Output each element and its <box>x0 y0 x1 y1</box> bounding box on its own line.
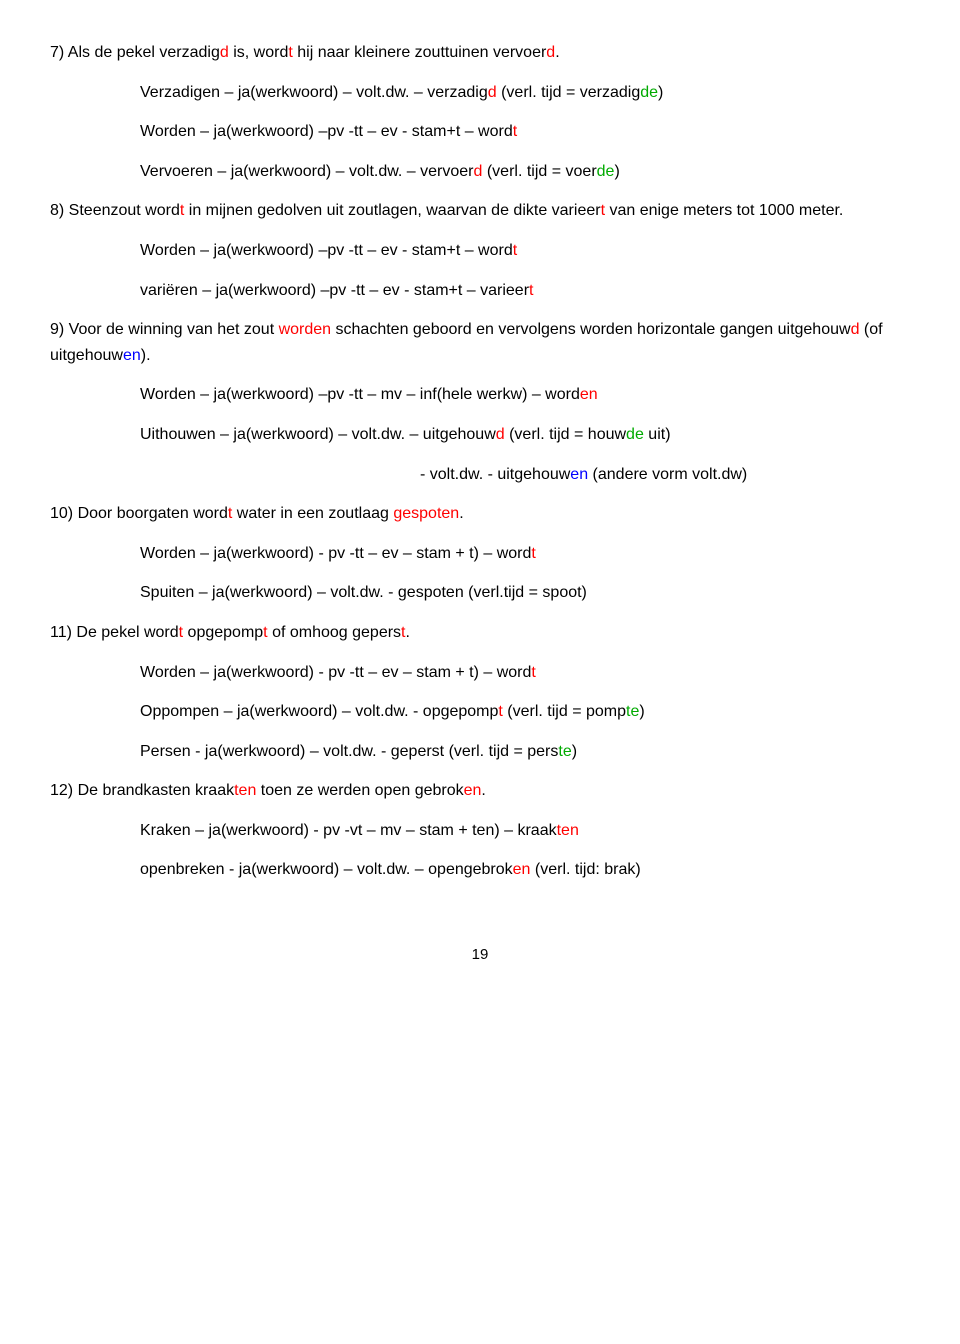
q8-sentence: 8) Steenzout wordt in mijnen gedolven ui… <box>50 198 910 224</box>
text-segment: (verl. tijd = houw <box>505 426 626 443</box>
text-segment: d <box>488 84 497 101</box>
text-segment: ). <box>141 347 151 364</box>
text-segment: 8) Steenzout word <box>50 202 180 219</box>
text-segment: t <box>513 242 517 259</box>
text-segment: d <box>496 426 505 443</box>
page-number: 19 <box>50 943 910 967</box>
text-segment: Oppompen – ja(werkwoord) – volt.dw. - op… <box>140 703 498 720</box>
text-segment: opgepomp <box>183 624 263 641</box>
text-segment: ) <box>639 703 644 720</box>
text-segment: en <box>570 466 588 483</box>
text-segment: ) <box>572 743 577 760</box>
text-segment: . <box>555 44 559 61</box>
text-segment: Vervoeren – ja(werkwoord) – volt.dw. – v… <box>140 163 473 180</box>
q10-sentence: 10) Door boorgaten wordt water in een zo… <box>50 501 910 527</box>
text-segment: 12) De brandkasten kraak <box>50 782 234 799</box>
text-segment: (verl. tijd: brak) <box>530 861 640 878</box>
text-segment: . <box>459 505 463 522</box>
text-segment: en <box>464 782 482 799</box>
text-segment: in mijnen gedolven uit zoutlagen, waarva… <box>184 202 600 219</box>
q7-rule-3: Vervoeren – ja(werkwoord) – volt.dw. – v… <box>50 159 910 185</box>
q7-rule-2: Worden – ja(werkwoord) –pv -tt – ev - st… <box>50 119 910 145</box>
text-segment: ten <box>557 822 579 839</box>
text-segment: de <box>640 84 658 101</box>
text-segment: schachten geboord en vervolgens worden h… <box>331 321 850 338</box>
text-segment: 9) Voor de winning van het zout <box>50 321 279 338</box>
q7-rule-1: Verzadigen – ja(werkwoord) – volt.dw. – … <box>50 80 910 106</box>
text-segment: ) <box>658 84 663 101</box>
text-segment: ) <box>614 163 619 180</box>
text-segment: de <box>626 426 644 443</box>
q11-rule-1: Worden – ja(werkwoord) - pv -tt – ev – s… <box>50 660 910 686</box>
text-segment: . <box>406 624 410 641</box>
text-segment: Spuiten – ja(werkwoord) – volt.dw. - ges… <box>140 584 587 601</box>
q9-sentence: 9) Voor de winning van het zout worden s… <box>50 317 910 368</box>
text-segment: ten <box>234 782 256 799</box>
text-segment: (verl. tijd = verzadig <box>497 84 641 101</box>
q8-rule-1: Worden – ja(werkwoord) –pv -tt – ev - st… <box>50 238 910 264</box>
text-segment: toen ze werden open gebrok <box>256 782 463 799</box>
q7-sentence: 7) Als de pekel verzadigd is, wordt hij … <box>50 40 910 66</box>
text-segment: 11) De pekel word <box>50 624 179 641</box>
text-segment: Uithouwen – ja(werkwoord) – volt.dw. – u… <box>140 426 496 443</box>
text-segment: water in een zoutlaag <box>232 505 393 522</box>
text-segment: de <box>597 163 615 180</box>
q12-rule-2: openbreken - ja(werkwoord) – volt.dw. – … <box>50 857 910 883</box>
q12-sentence: 12) De brandkasten kraakten toen ze werd… <box>50 778 910 804</box>
text-segment: hij naar kleinere zouttuinen vervoer <box>293 44 546 61</box>
text-segment: Kraken – ja(werkwoord) - pv -vt – mv – s… <box>140 822 557 839</box>
text-segment: worden <box>279 321 331 338</box>
text-segment: te <box>558 743 571 760</box>
text-segment: uit) <box>644 426 671 443</box>
text-segment: t <box>531 664 535 681</box>
text-segment: en <box>123 347 141 364</box>
q9-rule-2: Uithouwen – ja(werkwoord) – volt.dw. – u… <box>50 422 910 448</box>
document-body: 7) Als de pekel verzadigd is, wordt hij … <box>50 40 910 967</box>
text-segment: gespoten <box>393 505 459 522</box>
text-segment: (verl. tijd = pomp <box>503 703 626 720</box>
text-segment: t <box>531 545 535 562</box>
q11-sentence: 11) De pekel wordt opgepompt of omhoog g… <box>50 620 910 646</box>
text-segment: Worden – ja(werkwoord) - pv -tt – ev – s… <box>140 664 531 681</box>
q10-rule-1: Worden – ja(werkwoord) - pv -tt – ev – s… <box>50 541 910 567</box>
text-segment: te <box>626 703 639 720</box>
q11-rule-2: Oppompen – ja(werkwoord) – volt.dw. - op… <box>50 699 910 725</box>
text-segment: t <box>513 123 517 140</box>
q9-rule-extra: - volt.dw. - uitgehouwen (andere vorm vo… <box>50 462 910 488</box>
text-segment: of omhoog gepers <box>268 624 401 641</box>
text-segment: variëren – ja(werkwoord) –pv -tt – ev - … <box>140 282 529 299</box>
text-segment: (verl. tijd = pers <box>444 743 558 760</box>
q12-rule-1: Kraken – ja(werkwoord) - pv -vt – mv – s… <box>50 818 910 844</box>
text-segment: Verzadigen – ja(werkwoord) – volt.dw. – … <box>140 84 488 101</box>
text-segment: (andere vorm volt.dw) <box>588 466 747 483</box>
text-segment: is, word <box>229 44 289 61</box>
text-segment: Worden – ja(werkwoord) –pv -tt – ev - st… <box>140 123 513 140</box>
q11-rule-3: Persen - ja(werkwoord) – volt.dw. - gepe… <box>50 739 910 765</box>
text-segment: Worden – ja(werkwoord) –pv -tt – ev - st… <box>140 242 513 259</box>
q9-rule-1: Worden – ja(werkwoord) –pv -tt – mv – in… <box>50 382 910 408</box>
text-segment: - volt.dw. - uitgehouw <box>420 466 570 483</box>
text-segment: . <box>481 782 485 799</box>
text-segment: 10) Door boorgaten word <box>50 505 228 522</box>
text-segment: (verl. tijd = voer <box>482 163 596 180</box>
text-segment: t <box>529 282 533 299</box>
text-segment: d <box>220 44 229 61</box>
text-segment: Persen - ja(werkwoord) – volt.dw. - gepe… <box>140 743 440 760</box>
q10-rule-2: Spuiten – ja(werkwoord) – volt.dw. - ges… <box>50 580 910 606</box>
text-segment: d <box>546 44 555 61</box>
text-segment: 7) Als de pekel verzadig <box>50 44 220 61</box>
text-segment: van enige meters tot 1000 meter. <box>605 202 843 219</box>
text-segment: en <box>580 386 598 403</box>
text-segment: Worden – ja(werkwoord) - pv -tt – ev – s… <box>140 545 531 562</box>
text-segment: Worden – ja(werkwoord) –pv -tt – mv – in… <box>140 386 580 403</box>
text-segment: en <box>513 861 531 878</box>
text-segment: openbreken - ja(werkwoord) – volt.dw. – … <box>140 861 513 878</box>
q8-rule-2: variëren – ja(werkwoord) –pv -tt – ev - … <box>50 278 910 304</box>
